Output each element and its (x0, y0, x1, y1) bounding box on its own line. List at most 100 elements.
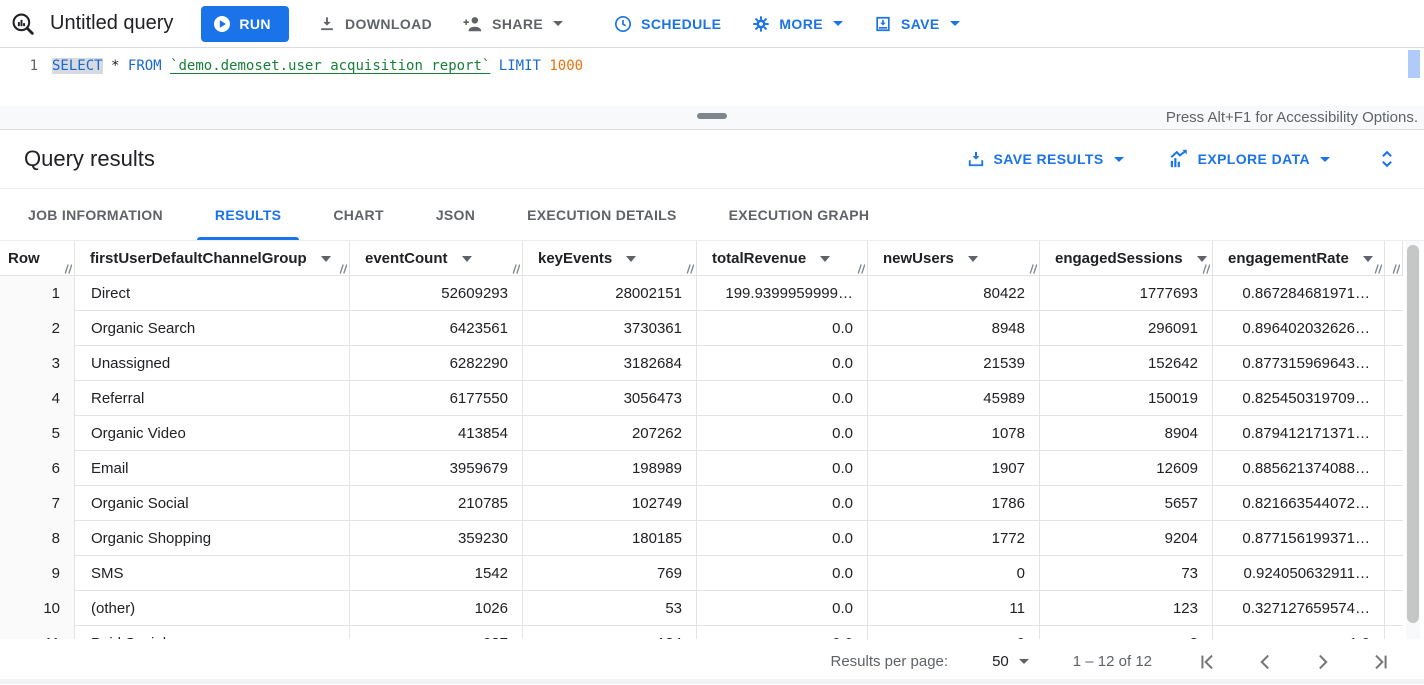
table-row[interactable]: 9 SMS 1542 769 0.0 0 73 0.924050632911… (0, 556, 1403, 591)
column-dropdown-icon[interactable] (461, 255, 472, 262)
table-cell[interactable]: Organic Shopping (75, 521, 350, 556)
column-dropdown-icon[interactable] (626, 255, 637, 262)
save-button[interactable]: SAVE (873, 6, 960, 42)
column-dropdown-icon[interactable] (1362, 255, 1373, 262)
tab-json[interactable]: JSON (435, 206, 476, 223)
table-row[interactable]: 10 (other) 1026 53 0.0 11 123 0.327127659574… (0, 591, 1403, 626)
query-title[interactable]: Untitled query (50, 12, 174, 34)
row-number-cell[interactable]: 8 (0, 521, 75, 556)
table-cell[interactable]: SMS (75, 556, 350, 591)
previous-page-button[interactable] (1252, 649, 1278, 675)
table-cell[interactable]: 0.924050632911… (1213, 556, 1385, 591)
table-cell[interactable]: (other) (75, 591, 350, 626)
first-page-button[interactable] (1194, 649, 1220, 675)
table-cell[interactable]: Direct (75, 276, 350, 311)
tab-execution-details[interactable]: EXECUTION DETAILS (527, 206, 677, 223)
column-header-keyEvents[interactable]: keyEvents (523, 241, 697, 276)
column-header-Row[interactable]: Row (0, 241, 75, 276)
table-cell[interactable]: Organic Search (75, 311, 350, 346)
table-row[interactable]: 8 Organic Shopping 359230 180185 0.0 1772 9204… (0, 521, 1403, 556)
editor-scrollbar-thumb[interactable] (1408, 50, 1420, 78)
table-cell[interactable]: 0 (868, 626, 1040, 639)
table-cell[interactable]: Organic Video (75, 416, 350, 451)
table-cell[interactable]: 1.0 (1213, 626, 1385, 639)
table-cell[interactable]: 123 (1040, 591, 1213, 626)
table-scrollbar-thumb[interactable] (1407, 245, 1419, 623)
download-button[interactable]: DOWNLOAD (317, 6, 432, 42)
table-row[interactable]: 3 Unassigned 6282290 3182684 0.0 21539 152642 0… (0, 346, 1403, 381)
table-cell[interactable]: 0 (868, 556, 1040, 591)
table-cell[interactable]: 0.825450319709… (1213, 381, 1385, 416)
table-cell[interactable]: 0.0 (697, 451, 868, 486)
table-row[interactable]: 4 Referral 6177550 3056473 0.0 45989 150019 0.8… (0, 381, 1403, 416)
collapse-expand-results-button[interactable] (1374, 145, 1400, 173)
row-number-cell[interactable]: 5 (0, 416, 75, 451)
share-button[interactable]: SHARE (462, 6, 564, 42)
table-cell[interactable]: 1026 (350, 591, 523, 626)
column-header-totalRevenue[interactable]: totalRevenue (697, 241, 868, 276)
row-number-cell[interactable]: 3 (0, 346, 75, 381)
table-cell[interactable]: Paid Social (75, 626, 350, 639)
column-header-eventCount[interactable]: eventCount (350, 241, 523, 276)
save-results-button[interactable]: SAVE RESULTS (966, 141, 1124, 177)
table-cell[interactable]: 1907 (868, 451, 1040, 486)
table-cell[interactable]: Organic Social (75, 486, 350, 521)
table-cell[interactable]: 3182684 (523, 346, 697, 381)
table-cell[interactable]: 0.867284681971… (1213, 276, 1385, 311)
column-dropdown-icon[interactable] (967, 255, 978, 262)
table-cell[interactable]: 6423561 (350, 311, 523, 346)
table-cell[interactable]: 937 (350, 626, 523, 639)
schedule-button[interactable]: SCHEDULE (613, 6, 721, 42)
table-cell[interactable]: 0.877315969643… (1213, 346, 1385, 381)
table-cell[interactable]: 0.896402032626… (1213, 311, 1385, 346)
table-cell[interactable]: 11 (868, 591, 1040, 626)
column-dropdown-icon[interactable] (320, 255, 331, 262)
table-row[interactable]: 2 Organic Search 6423561 3730361 0.0 8948 2960… (0, 311, 1403, 346)
sql-code-line[interactable]: SELECT * FROM `demo.demoset.user_acquisi… (52, 56, 583, 76)
table-cell[interactable]: 0.0 (697, 626, 868, 639)
table-cell[interactable]: 3730361 (523, 311, 697, 346)
table-cell[interactable]: 1078 (868, 416, 1040, 451)
table-cell[interactable]: 3056473 (523, 381, 697, 416)
table-cell[interactable]: 769 (523, 556, 697, 591)
column-header-partial[interactable] (1385, 241, 1403, 276)
table-cell[interactable]: 28002151 (523, 276, 697, 311)
horizontal-scrollbar-track[interactable] (0, 679, 1424, 684)
table-cell[interactable]: 0.0 (697, 346, 868, 381)
next-page-button[interactable] (1310, 649, 1336, 675)
table-cell[interactable]: Email (75, 451, 350, 486)
table-cell[interactable]: 80422 (868, 276, 1040, 311)
column-header-engagementRate[interactable]: engagementRate (1213, 241, 1385, 276)
table-cell[interactable]: 198989 (523, 451, 697, 486)
row-number-cell[interactable]: 6 (0, 451, 75, 486)
table-cell[interactable]: 45989 (868, 381, 1040, 416)
column-dropdown-icon[interactable] (820, 255, 831, 262)
table-cell[interactable]: 359230 (350, 521, 523, 556)
table-cell[interactable]: Unassigned (75, 346, 350, 381)
table-cell[interactable]: 0.0 (697, 591, 868, 626)
explore-data-button[interactable]: EXPLORE DATA (1168, 141, 1330, 177)
table-cell[interactable]: 73 (1040, 556, 1213, 591)
table-cell[interactable]: 1786 (868, 486, 1040, 521)
table-row[interactable]: 5 Organic Video 413854 207262 0.0 1078 8904 0.8… (0, 416, 1403, 451)
table-cell[interactable]: 12609 (1040, 451, 1213, 486)
table-cell[interactable]: 0.0 (697, 556, 868, 591)
table-vertical-scrollbar[interactable] (1406, 241, 1420, 639)
table-cell[interactable]: 1772 (868, 521, 1040, 556)
table-cell[interactable]: 0.885621374088… (1213, 451, 1385, 486)
table-cell[interactable]: 53 (523, 591, 697, 626)
tab-execution-graph[interactable]: EXECUTION GRAPH (728, 206, 870, 223)
column-header-engagedSessions[interactable]: engagedSessions (1040, 241, 1213, 276)
row-number-cell[interactable]: 2 (0, 311, 75, 346)
splitter-drag-handle[interactable] (697, 113, 727, 119)
row-number-cell[interactable]: 10 (0, 591, 75, 626)
tab-chart[interactable]: CHART (333, 206, 384, 223)
table-cell[interactable]: 21539 (868, 346, 1040, 381)
table-row[interactable]: 1 Direct 52609293 28002151 199.9399959999… 80… (0, 276, 1403, 311)
table-cell[interactable]: 102749 (523, 486, 697, 521)
tab-results[interactable]: RESULTS (189, 189, 307, 240)
column-header-newUsers[interactable]: newUsers (868, 241, 1040, 276)
last-page-button[interactable] (1368, 649, 1394, 675)
table-cell[interactable]: 210785 (350, 486, 523, 521)
row-number-cell[interactable]: 4 (0, 381, 75, 416)
